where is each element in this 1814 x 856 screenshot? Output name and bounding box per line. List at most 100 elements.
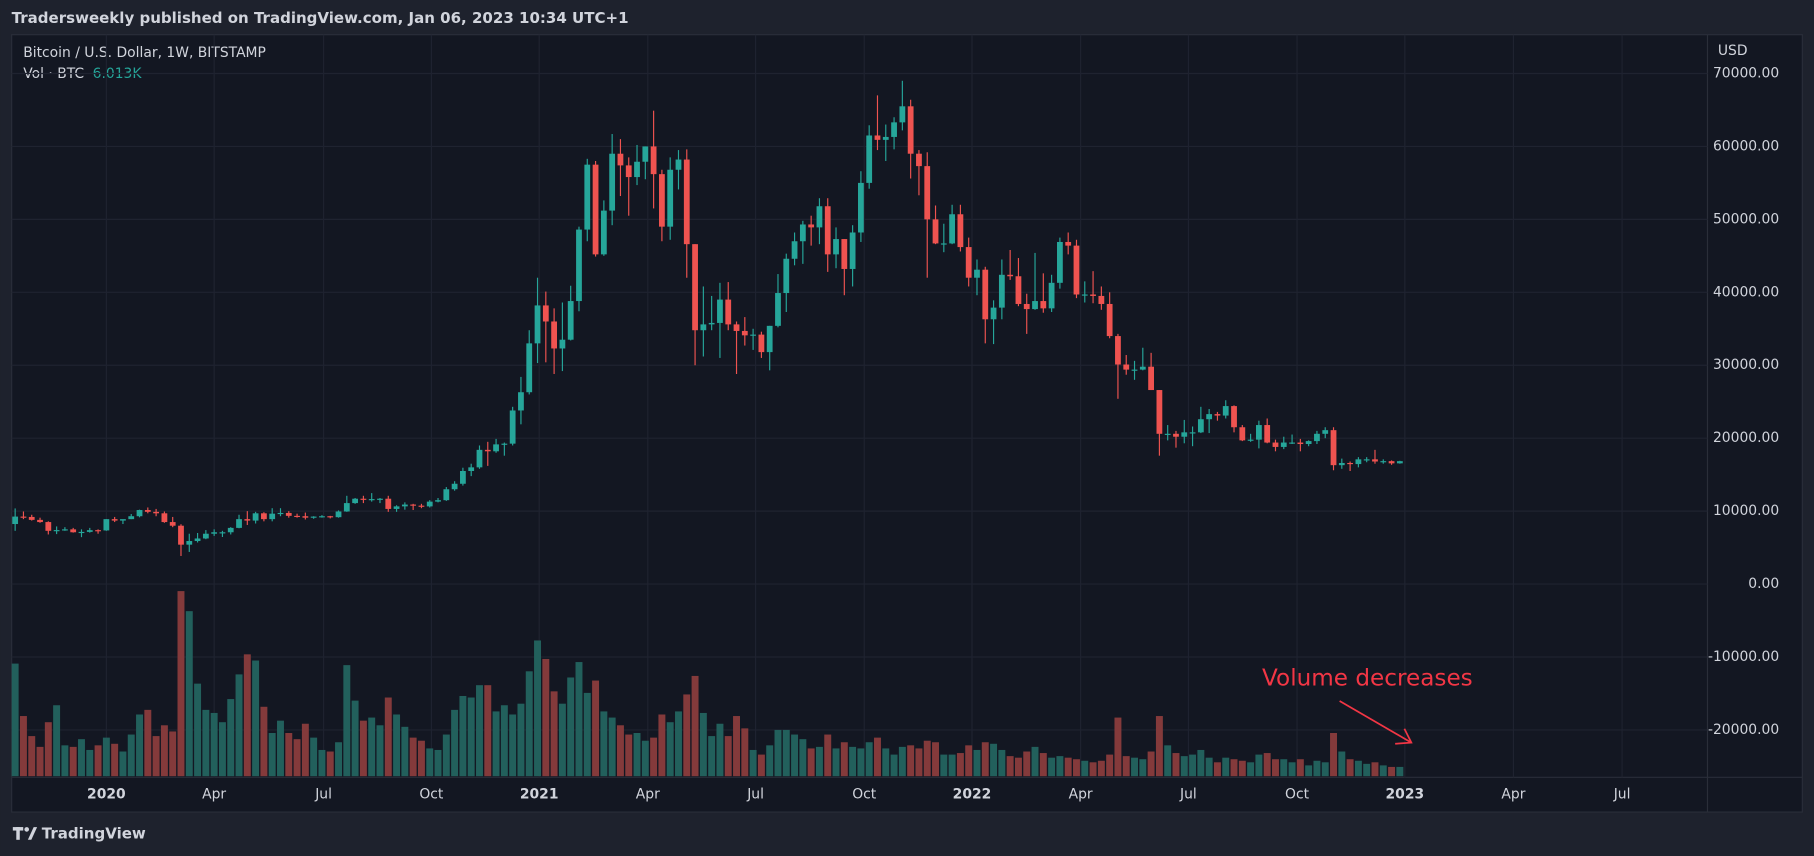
candle-body xyxy=(302,516,309,518)
volume-bar xyxy=(1379,765,1387,777)
candle-body xyxy=(493,444,499,452)
candle-body xyxy=(1173,433,1179,437)
candle-body xyxy=(37,519,43,523)
chart-title: Bitcoin / U.S. Dollar, 1W, BITSTAMP xyxy=(23,45,266,61)
volume-bar xyxy=(1396,766,1404,777)
volume-bar xyxy=(1255,754,1263,777)
x-tick-label: Jul xyxy=(1179,787,1197,803)
volume-bar xyxy=(359,720,367,777)
volume-bar xyxy=(849,746,857,777)
candle-body xyxy=(1355,459,1362,465)
candle-body xyxy=(600,210,607,255)
volume-bar xyxy=(791,734,799,777)
volume-bar xyxy=(1305,765,1313,777)
candle-body xyxy=(1239,427,1246,441)
volume-bar xyxy=(1321,762,1329,777)
candle-body xyxy=(1222,406,1229,416)
volume-bar xyxy=(19,716,27,777)
candle-body xyxy=(501,443,508,445)
candle-body xyxy=(161,513,168,523)
candle-body xyxy=(1280,442,1287,447)
candle-body xyxy=(360,498,367,500)
candle-body xyxy=(526,343,533,393)
y-tick-label: 70000.00 xyxy=(1713,65,1779,81)
candle-body xyxy=(733,324,740,331)
candle-body xyxy=(874,135,881,140)
volume-bar xyxy=(1172,753,1180,777)
candle-body xyxy=(1289,442,1295,444)
candle-body xyxy=(78,531,85,534)
volume-bar xyxy=(641,740,649,777)
candle-body xyxy=(327,516,334,518)
volume-bar xyxy=(741,728,749,777)
volume-bar xyxy=(69,746,77,777)
candle-body xyxy=(841,239,848,269)
candle-body xyxy=(924,166,931,220)
candle-body xyxy=(1081,294,1088,296)
volume-bar xyxy=(243,654,251,777)
volume-bar xyxy=(326,751,334,777)
candle-body xyxy=(45,522,52,531)
candle-body xyxy=(1164,433,1171,435)
volume-bar xyxy=(691,675,699,777)
volume xyxy=(11,591,1404,777)
candle-body xyxy=(609,153,616,211)
volume-bar xyxy=(534,640,541,777)
volume-bar xyxy=(1189,754,1197,777)
volume-bar xyxy=(1313,760,1321,777)
candle-body xyxy=(567,301,574,340)
candle-body xyxy=(368,499,375,501)
candle-body xyxy=(1206,414,1213,420)
volume-bar xyxy=(890,754,898,777)
volume-bar xyxy=(650,737,658,777)
y-tick-label: -10000.00 xyxy=(1708,649,1779,665)
volume-bar xyxy=(1247,762,1255,777)
x-tick-label: Apr xyxy=(1501,787,1525,803)
volume-bar xyxy=(675,711,682,777)
candle-body xyxy=(484,449,491,452)
candle-body xyxy=(725,299,732,325)
y-tick-label: -20000.00 xyxy=(1708,722,1779,738)
candle-body xyxy=(957,214,964,248)
candle-body xyxy=(86,530,93,532)
volume-bar xyxy=(915,748,923,777)
volume-bar xyxy=(807,748,815,777)
candle-body xyxy=(136,510,143,517)
y-tick-label: 20000.00 xyxy=(1713,430,1779,446)
volume-bar xyxy=(1089,762,1097,777)
candle-body xyxy=(1040,301,1047,309)
candle-body xyxy=(1322,430,1329,434)
volume-bar xyxy=(1197,749,1205,777)
candle-body xyxy=(1065,241,1072,246)
candle-body xyxy=(451,483,458,490)
candle-body xyxy=(460,470,466,484)
volume-bar xyxy=(592,680,600,777)
volume-bar xyxy=(53,705,61,777)
candle-body xyxy=(891,122,897,137)
volume-bar xyxy=(500,705,508,777)
logo xyxy=(12,827,38,840)
volume-bar xyxy=(1014,757,1022,777)
volume-bar xyxy=(1338,751,1346,777)
candle-body xyxy=(1197,419,1204,433)
x-tick-label: 2021 xyxy=(520,787,559,803)
candle-body xyxy=(385,498,392,509)
volume-bar xyxy=(965,745,973,777)
candle-body xyxy=(1297,442,1304,445)
volume-bar xyxy=(708,736,716,777)
volume-bar xyxy=(824,734,832,777)
header: Tradersweekly published on TradingView.c… xyxy=(12,9,629,27)
volume-bar xyxy=(724,736,732,777)
candle-body xyxy=(244,519,251,521)
candle-body xyxy=(1363,459,1370,461)
volume-bar xyxy=(1363,763,1371,777)
candle-body xyxy=(144,510,151,512)
volume-bar xyxy=(558,703,566,777)
volume-bar xyxy=(227,699,235,777)
volume-bar xyxy=(417,740,425,777)
volume-bar xyxy=(1097,760,1105,777)
candle-body xyxy=(393,506,400,509)
candles xyxy=(12,80,1403,556)
volume-bar xyxy=(815,746,823,777)
